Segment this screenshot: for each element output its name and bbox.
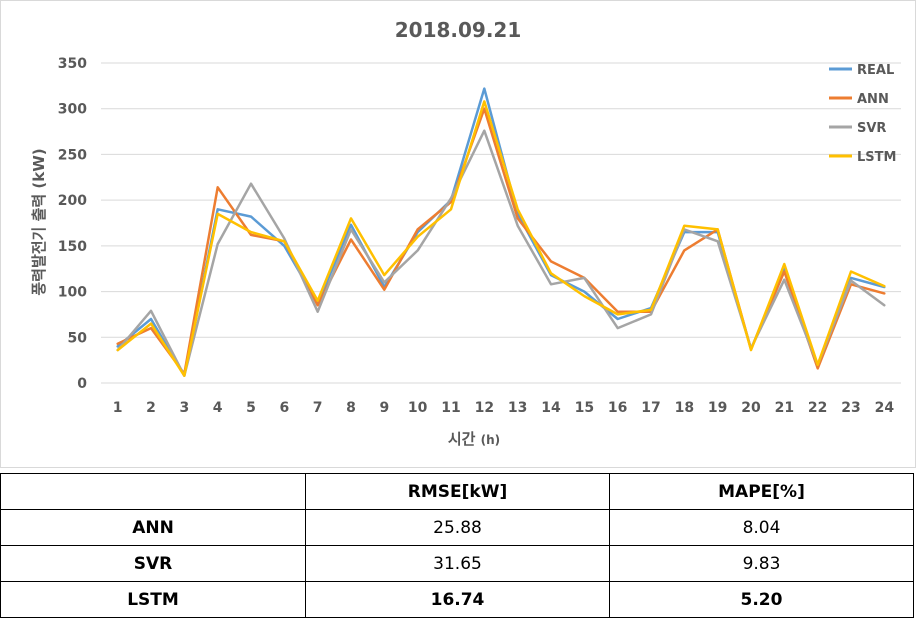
x-tick-label: 8 (346, 400, 356, 416)
x-tick-label: 15 (575, 400, 594, 416)
table-row: ANN 25.88 8.04 (0, 509, 914, 546)
y-axis-ticks: 0 50 100 150 200 250 300 350 (58, 56, 87, 392)
x-tick-label: 23 (841, 400, 860, 416)
x-tick-label: 19 (708, 400, 727, 416)
row-label-svr: SVR (0, 545, 306, 582)
table-header-mape: MAPE[%] (609, 473, 914, 510)
x-tick-label: 5 (246, 400, 256, 416)
series-line-real (116, 87, 886, 377)
x-tick-label: 3 (179, 400, 189, 416)
row-label-ann: ANN (0, 509, 306, 546)
series-lines (116, 87, 886, 377)
x-axis-label-text: 시간 (448, 430, 476, 448)
metrics-table: RMSE[kW] MAPE[%] ANN 25.88 8.04 SVR 31.6… (0, 473, 914, 618)
x-tick-label: 24 (875, 400, 895, 416)
cell-ann-rmse: 25.88 (305, 509, 610, 546)
cell-lstm-rmse: 16.74 (305, 581, 610, 618)
x-tick-label: 9 (379, 400, 389, 416)
x-axis-label: 시간 (h) (448, 430, 500, 448)
x-tick-label: 17 (641, 400, 660, 416)
legend: REAL ANN SVR LSTM (829, 63, 896, 165)
series-line-lstm (116, 100, 886, 377)
y-tick-label: 250 (58, 147, 87, 163)
x-tick-label: 20 (741, 400, 761, 416)
table-header-rmse: RMSE[kW] (305, 473, 610, 510)
x-tick-label: 21 (775, 400, 794, 416)
legend-label-svr: SVR (857, 121, 886, 136)
legend-label-ann: ANN (857, 92, 889, 107)
y-tick-label: 200 (58, 193, 87, 209)
x-tick-label: 12 (475, 400, 494, 416)
cell-svr-rmse: 31.65 (305, 545, 610, 582)
x-tick-label: 2 (146, 400, 156, 416)
y-axis-label: 풍력발전기 출력 (kW) (30, 148, 48, 295)
x-axis-label-unit: (h) (481, 433, 501, 447)
x-tick-label: 13 (508, 400, 527, 416)
y-tick-label: 100 (58, 285, 87, 301)
cell-ann-mape: 8.04 (609, 509, 914, 546)
chart-title: 2018.09.21 (395, 18, 522, 42)
cell-lstm-mape: 5.20 (609, 581, 914, 618)
x-tick-label: 22 (808, 400, 827, 416)
legend-label-lstm: LSTM (857, 150, 896, 165)
table-row: SVR 31.65 9.83 (0, 545, 914, 582)
y-tick-label: 300 (58, 102, 87, 118)
y-tick-label: 150 (58, 239, 87, 255)
y-tick-label: 50 (68, 330, 88, 346)
x-tick-label: 18 (675, 400, 694, 416)
table-row: LSTM 16.74 5.20 (0, 581, 914, 618)
x-tick-label: 4 (213, 400, 223, 416)
x-tick-label: 1 (113, 400, 123, 416)
x-tick-label: 7 (313, 400, 323, 416)
grid-lines (101, 62, 901, 384)
legend-label-real: REAL (857, 63, 894, 78)
x-axis-ticks: 1 2 3 4 5 6 7 8 9 10 11 12 13 14 15 16 17 18 19 20 21 22 23 24 (113, 400, 895, 416)
x-tick-label: 11 (441, 400, 460, 416)
table-header-empty (0, 473, 306, 510)
cell-svr-mape: 9.83 (609, 545, 914, 582)
row-label-lstm: LSTM (0, 581, 306, 618)
x-tick-label: 6 (279, 400, 289, 416)
x-tick-label: 10 (408, 400, 428, 416)
y-tick-label: 0 (77, 376, 87, 392)
x-tick-label: 16 (608, 400, 627, 416)
y-tick-label: 350 (58, 56, 87, 72)
x-tick-label: 14 (541, 400, 561, 416)
table-header-row: RMSE[kW] MAPE[%] (0, 473, 914, 510)
